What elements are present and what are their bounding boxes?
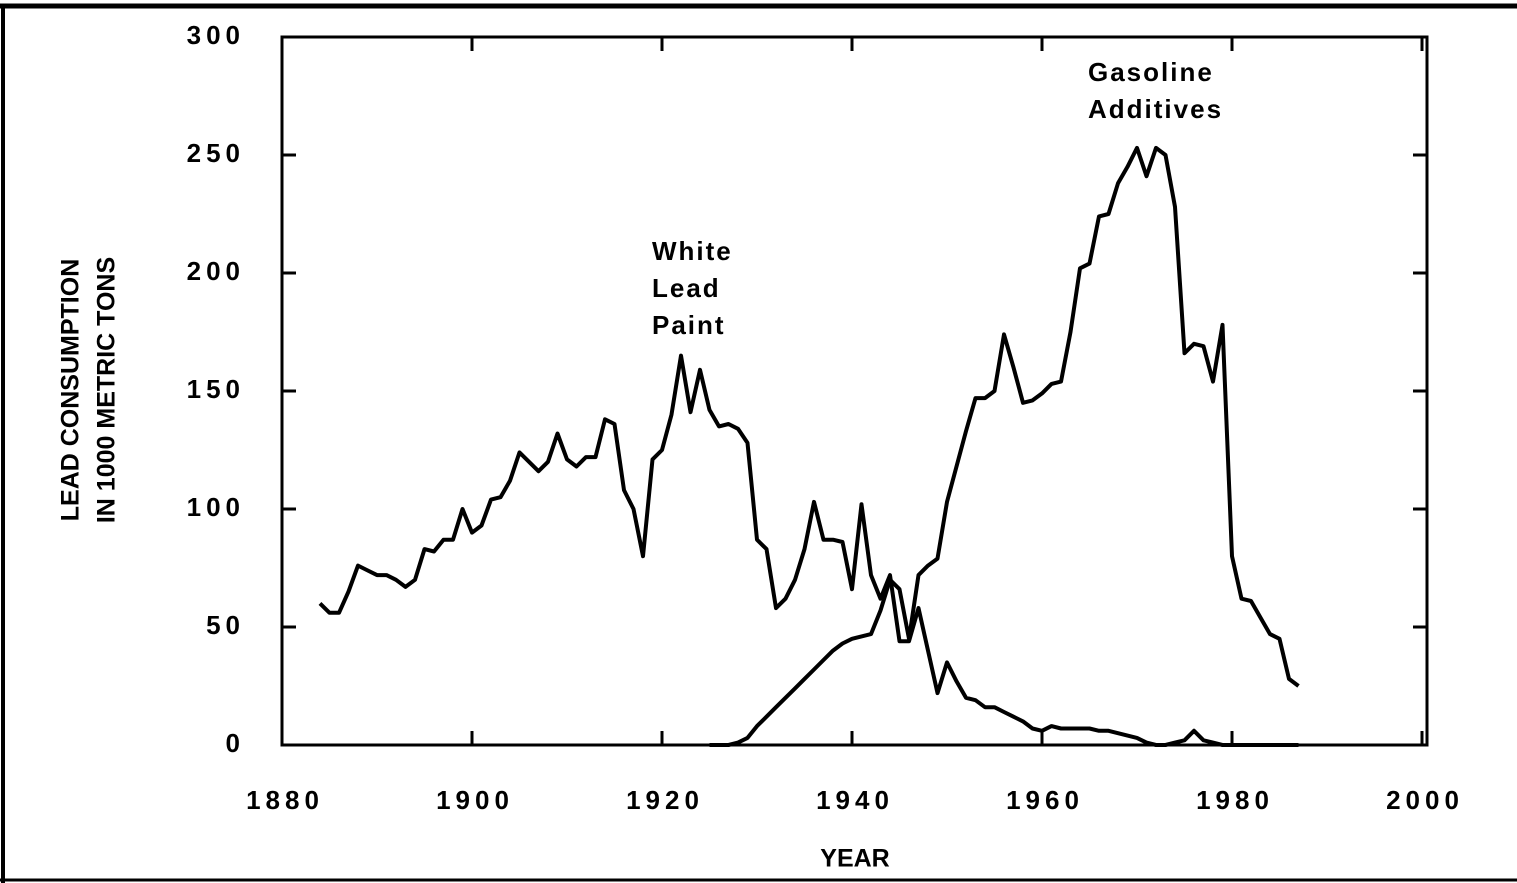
- x-tick-label: 1920: [626, 785, 704, 815]
- y-tick-label: 0: [226, 728, 245, 758]
- x-tick-label: 1880: [246, 785, 324, 815]
- x-tick-label: 1940: [816, 785, 894, 815]
- y-tick-label: 150: [187, 374, 245, 404]
- y-tick-label: 300: [187, 20, 245, 50]
- y-tick-label: 200: [187, 256, 245, 286]
- x-tick-label: 2000: [1386, 785, 1464, 815]
- y-axis-label: IN 1000 METRIC TONS: [93, 257, 121, 523]
- annotation: Lead: [652, 273, 721, 303]
- annotation: White: [652, 236, 733, 266]
- x-tick-label: 1900: [436, 785, 514, 815]
- y-tick-label: 50: [206, 610, 245, 640]
- y-axis-label: LEAD CONSUMPTION: [57, 259, 85, 522]
- annotation: Gasoline: [1088, 57, 1214, 87]
- y-tick-label: 250: [187, 138, 245, 168]
- annotation: Paint: [652, 310, 726, 340]
- x-axis-label: YEAR: [820, 845, 889, 873]
- x-tick-label: 1960: [1006, 785, 1084, 815]
- series-line: [709, 145, 1300, 747]
- y-tick-label: 100: [187, 492, 245, 522]
- series-line: [318, 353, 1299, 747]
- annotation: Additives: [1088, 94, 1223, 124]
- x-tick-label: 1980: [1196, 785, 1274, 815]
